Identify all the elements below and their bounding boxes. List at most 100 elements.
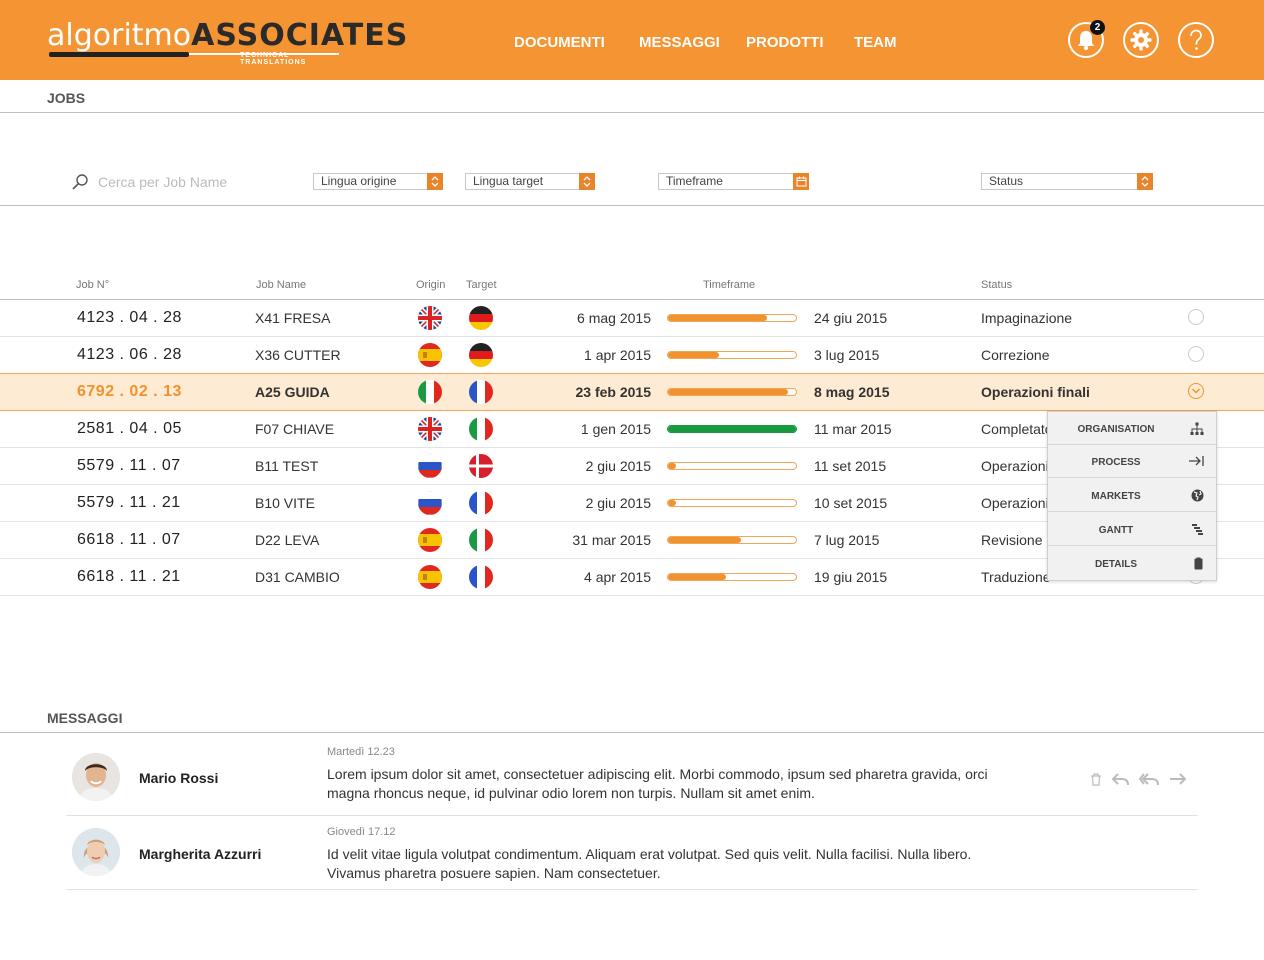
timeframe-label: Timeframe [666, 174, 723, 188]
origin-flag-icon [418, 306, 442, 330]
timeframe-select[interactable]: Timeframe [658, 173, 809, 190]
end-date: 8 mag 2015 [814, 384, 890, 400]
progress-bar [667, 425, 797, 433]
job-name: D22 LEVA [255, 532, 320, 548]
table-row[interactable]: 4123 . 06 . 28 X36 CUTTER 1 apr 2015 3 l… [0, 337, 1264, 374]
start-date: 4 apr 2015 [584, 569, 651, 585]
logo-bar [49, 52, 189, 57]
table-row[interactable]: 6618 . 11 . 07 D22 LEVA 31 mar 2015 7 lu… [0, 522, 1264, 559]
row-select-radio[interactable] [1188, 309, 1204, 325]
menu-item-organisation[interactable]: ORGANISATION [1048, 412, 1216, 445]
target-flag-icon [469, 380, 493, 404]
target-flag-icon [469, 528, 493, 552]
origin-flag-icon [418, 343, 442, 367]
table-row[interactable]: 6618 . 11 . 21 D31 CAMBIO 4 apr 2015 19 … [0, 559, 1264, 596]
menu-item-markets[interactable]: MARKETS [1048, 479, 1216, 512]
end-date: 10 set 2015 [814, 495, 888, 511]
logo-text-secondary: ASSOCIATES [191, 18, 409, 53]
origin-flag-icon [418, 528, 442, 552]
column-header-origin[interactable]: Origin [416, 279, 446, 291]
job-status: Operazioni [981, 495, 1049, 511]
message-sender: Margherita Azzurri [139, 846, 262, 862]
logo-tagline: TECHNICAL TRANSLATIONS [240, 52, 307, 66]
end-date: 19 giu 2015 [814, 569, 888, 585]
globe-icon [1191, 489, 1204, 502]
nav-team[interactable]: TEAM [854, 34, 897, 51]
column-header-status[interactable]: Status [981, 279, 1013, 291]
column-header-job-no[interactable]: Job N° [76, 279, 110, 291]
table-row[interactable]: 5579 . 11 . 07 B11 TEST 2 giu 2015 11 se… [0, 448, 1264, 485]
search-input[interactable] [98, 171, 298, 193]
menu-item-process[interactable]: PROCESS [1048, 445, 1216, 478]
job-name: D31 CAMBIO [255, 569, 340, 585]
menu-item-details[interactable]: DETAILS [1048, 547, 1216, 580]
avatar [72, 753, 120, 801]
column-header-target[interactable]: Target [466, 279, 497, 291]
status-select[interactable]: Status [981, 173, 1153, 190]
start-date: 23 feb 2015 [575, 384, 652, 400]
nav-prodotti[interactable]: PRODOTTI [746, 34, 824, 51]
nav-messaggi[interactable]: MESSAGGI [639, 34, 720, 51]
progress-fill [668, 500, 676, 506]
progress-bar [667, 499, 797, 507]
origin-language-label: Lingua origine [321, 174, 397, 188]
logo-text-primary: algoritmo [47, 18, 192, 53]
start-date: 31 mar 2015 [572, 532, 651, 548]
start-date: 2 giu 2015 [585, 495, 651, 511]
reply-icon[interactable] [1112, 773, 1129, 786]
progress-fill [668, 315, 767, 321]
logo-underline [189, 53, 339, 55]
target-flag-icon [469, 454, 493, 478]
logo[interactable]: algoritmoASSOCIATES TECHNICAL TRANSLATIO… [47, 18, 407, 67]
progress-fill [668, 389, 789, 395]
message-item[interactable]: Margherita Azzurri Giovedì 17.12 Id veli… [66, 816, 1198, 890]
origin-flag-icon [418, 380, 442, 404]
trash-icon[interactable] [1090, 773, 1102, 786]
help-button[interactable] [1178, 22, 1214, 58]
message-text: Id velit vitae ligula volutpat condiment… [327, 846, 972, 881]
job-number: 5579 . 11 . 07 [77, 457, 181, 474]
reply-all-icon[interactable] [1139, 773, 1159, 786]
progress-bar [667, 462, 797, 470]
origin-flag-icon [418, 417, 442, 441]
table-row[interactable]: 2581 . 04 . 05 F07 CHIAVE 1 gen 2015 11 … [0, 411, 1264, 448]
job-status: Completato [981, 421, 1053, 437]
start-date: 1 apr 2015 [584, 347, 651, 363]
notifications-button[interactable]: 2 [1068, 20, 1105, 58]
settings-button[interactable] [1123, 22, 1159, 58]
help-icon [1190, 29, 1202, 50]
row-select-radio[interactable] [1188, 346, 1204, 362]
menu-item-gantt[interactable]: GANTT [1048, 513, 1216, 546]
column-header-job-name[interactable]: Job Name [256, 279, 307, 291]
job-number: 6792 . 02 . 13 [77, 383, 182, 400]
forward-icon[interactable] [1169, 773, 1186, 786]
menu-item-label: DETAILS [1094, 559, 1138, 570]
clipboard-icon [1194, 557, 1203, 570]
job-number: 4123 . 06 . 28 [77, 346, 182, 363]
target-language-select[interactable]: Lingua target [465, 173, 595, 190]
job-number: 6618 . 11 . 07 [77, 531, 181, 548]
job-number: 6618 . 11 . 21 [77, 568, 181, 585]
app-header: algoritmoASSOCIATES TECHNICAL TRANSLATIO… [0, 0, 1264, 80]
divider [0, 205, 1264, 206]
nav-documenti[interactable]: DOCUMENTI [514, 34, 605, 51]
column-header-timeframe[interactable]: Timeframe [703, 279, 756, 291]
table-row[interactable]: 4123 . 04 . 28 X41 FRESA 6 mag 2015 24 g… [0, 300, 1264, 337]
progress-bar [667, 573, 797, 581]
progress-bar [667, 536, 797, 544]
job-name: B10 VITE [255, 495, 315, 511]
message-item[interactable]: Mario Rossi Martedì 12.23 Lorem ipsum do… [66, 735, 1198, 816]
job-status: Impaginazione [981, 310, 1073, 326]
table-row[interactable]: 5579 . 11 . 21 B10 VITE 2 giu 2015 10 se… [0, 485, 1264, 522]
row-menu-toggle[interactable] [1188, 383, 1204, 399]
job-name: F07 CHIAVE [255, 421, 335, 437]
origin-language-select[interactable]: Lingua origine [313, 173, 443, 190]
message-actions [1090, 773, 1186, 786]
job-number: 2581 . 04 . 05 [77, 420, 182, 437]
end-date: 11 mar 2015 [814, 421, 892, 437]
table-row[interactable]: 6792 . 02 . 13 A25 GUIDA 23 feb 2015 8 m… [0, 373, 1264, 411]
notification-badge: 2 [1090, 20, 1105, 35]
progress-fill [668, 352, 720, 358]
jobs-title: JOBS [47, 90, 86, 106]
progress-fill [668, 574, 726, 580]
